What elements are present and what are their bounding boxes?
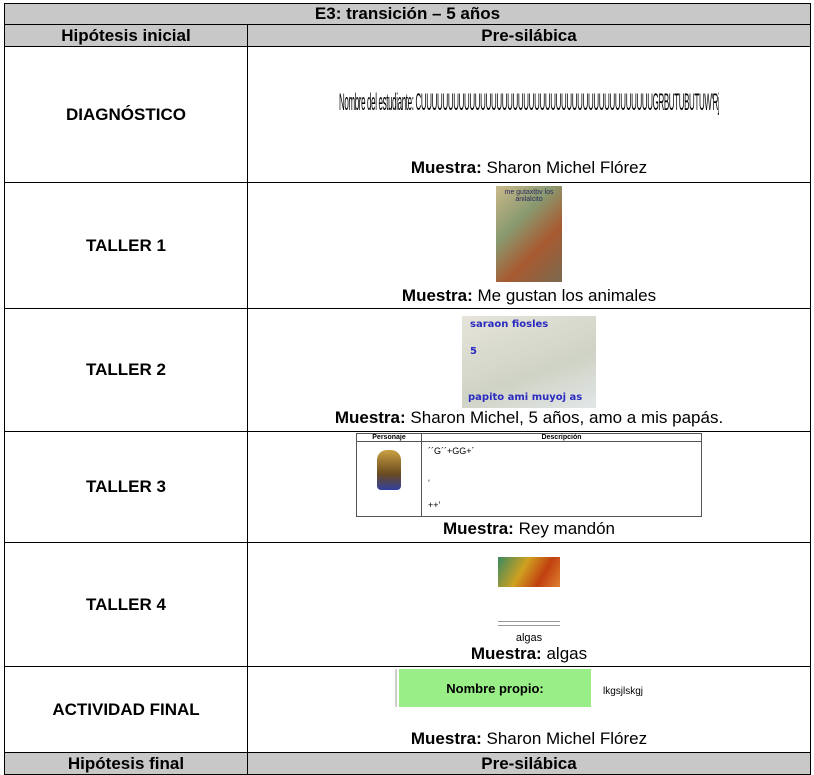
image-text: saraon fiosles	[470, 319, 549, 330]
caption-label: Muestra:	[443, 519, 514, 538]
row-label: ACTIVIDAD FINAL	[4, 666, 248, 753]
sample-cell: me gutaxtbv los anilalcito Muestra: Me g…	[247, 182, 811, 309]
caption-label: Muestra:	[470, 644, 542, 663]
evaluation-table: E3: transición – 5 años Hipótesis inicia…	[4, 3, 811, 775]
row-value: Pre-silábica	[247, 752, 811, 775]
caption-text: Sharon Michel Flórez	[486, 729, 648, 748]
caption-label: Muestra:	[410, 729, 482, 748]
caption: Muestra: algas	[471, 644, 587, 664]
image-text: ++’	[428, 500, 441, 510]
image-text: Nombre del estudiante: CUUUUUUUUUUUUUUUU…	[339, 88, 719, 116]
image-text: Nombre propio:	[398, 669, 591, 707]
row-value: Pre-silábica	[247, 24, 811, 47]
sample-cell: Nombre propio: lkgsjlskgj Muestra: Sharo…	[247, 666, 811, 753]
sample-image	[498, 557, 560, 587]
sample-cell: saraon fiosles 5 papito ami muyoj as Mue…	[247, 308, 811, 432]
sample-image: saraon fiosles 5 papito ami muyoj as	[462, 316, 596, 408]
image-text: lkgsjlskgj	[602, 685, 643, 697]
image-text: me gutaxtbv los anilalcito	[504, 189, 554, 203]
sample-image: Nombre propio: lkgsjlskgj	[394, 669, 643, 707]
caption-text: Sharon Michel Flórez	[486, 158, 648, 177]
row-label: TALLER 1	[4, 182, 248, 309]
table-header: E3: transición – 5 años	[4, 3, 811, 25]
image-rule	[498, 621, 560, 626]
sample-image: Personaje Descripción ´´G´´+GG+´ ‘ ++’	[356, 433, 702, 517]
caption: Muestra: Sharon Michel Flórez	[411, 158, 647, 178]
caption-label: Muestra:	[334, 408, 406, 427]
image-text: 5	[470, 346, 477, 357]
caption-text: Sharon Michel, 5 años, amo a mis papás.	[410, 408, 724, 427]
caption-label: Muestra:	[410, 158, 482, 177]
caption-text: Rey mandón	[518, 519, 615, 538]
row-label: TALLER 3	[4, 431, 248, 543]
caption: Muestra: Sharon Michel Flórez	[411, 729, 647, 749]
image-text: ´´G´´+GG+´	[428, 446, 475, 456]
row-label: Hipótesis inicial	[4, 24, 248, 47]
row-label: TALLER 2	[4, 308, 248, 432]
sample-cell: algas Muestra: algas	[247, 542, 811, 667]
row-label: TALLER 4	[4, 542, 248, 667]
image-text: Descripción	[422, 434, 701, 442]
image-text: papito ami muyoj as	[468, 392, 583, 403]
caption: Muestra: Me gustan los animales	[402, 286, 656, 306]
caption: Muestra: Rey mandón	[443, 519, 615, 539]
image-text: algas	[515, 632, 543, 644]
image-text: ‘	[428, 478, 430, 488]
image-text: Personaje	[357, 434, 421, 442]
caption-label: Muestra:	[401, 286, 473, 305]
row-label: DIAGNÓSTICO	[4, 46, 248, 183]
sample-cell: Nombre del estudiante: CUUUUUUUUUUUUUUUU…	[247, 46, 811, 183]
row-label: Hipótesis final	[4, 752, 248, 775]
sample-image: me gutaxtbv los anilalcito	[496, 186, 562, 282]
caption-text: Me gustan los animales	[477, 286, 657, 305]
caption-text: algas	[546, 644, 588, 663]
sample-cell: Personaje Descripción ´´G´´+GG+´ ‘ ++’ M…	[247, 431, 811, 543]
sample-image: Nombre del estudiante: CUUUUUUUUUUUUUUUU…	[248, 47, 810, 158]
caption: Muestra: Sharon Michel, 5 años, amo a mi…	[335, 408, 723, 428]
